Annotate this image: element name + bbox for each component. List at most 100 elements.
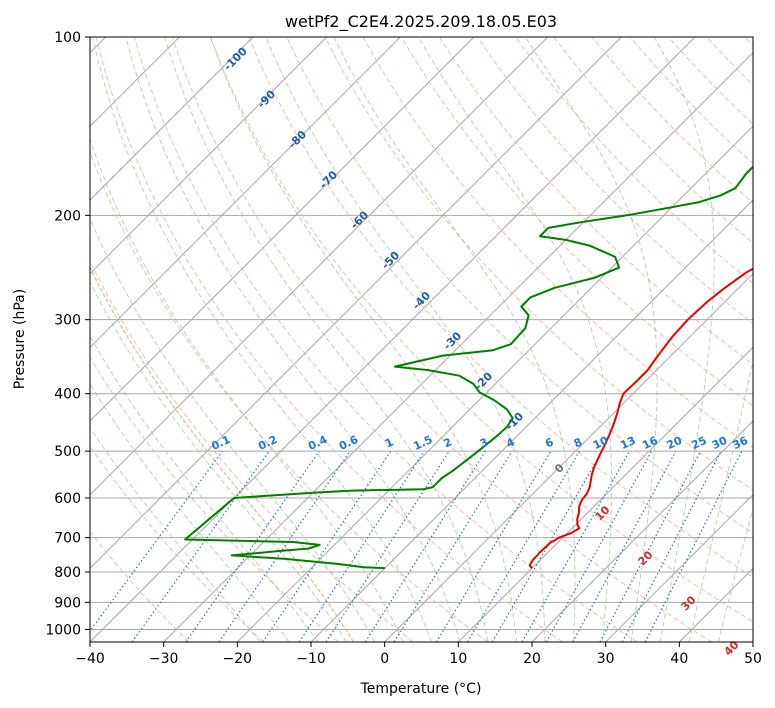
x-tick-label: 20 [523,651,541,667]
dry-adiabat-label: -50 [379,249,402,272]
isotherm-gridline [236,125,753,642]
dry-adiabat [438,37,753,366]
mixing-ratio-label: 6 [543,435,556,450]
mixing-ratio-line [90,450,223,632]
dry-adiabat [90,356,339,642]
y-tick-label: 800 [54,565,81,581]
dry-adiabat [591,37,753,204]
chart-grid [90,37,753,642]
dewpoint-profile-line [184,165,753,570]
mixing-ratio-label: 25 [689,434,708,452]
moist-adiabat [125,37,461,642]
dry-adiabat [90,531,190,642]
dry-adiabat-label: -20 [472,369,495,392]
moist-adiabat-label: 20 [636,548,656,568]
moist-adiabat [90,383,290,642]
isotherm-gridline [531,420,753,642]
isotherm-gridline [90,37,622,570]
plot-frame [89,36,754,643]
mixing-ratio-line [185,450,320,642]
dry-adiabat [90,259,414,642]
mixing-ratio-line [644,450,743,642]
mixing-ratio-line [621,450,722,642]
isotherm-gridline [678,567,753,642]
moist-adiabat [717,506,753,642]
moist-adiabat-label: 10 [593,503,613,523]
mixing-ratio-label: 30 [710,434,730,452]
y-tick-label: 600 [54,491,81,507]
mixing-ratio-label: 36 [731,434,751,452]
dry-adiabat [95,37,563,642]
y-tick-label: 100 [54,30,81,46]
moist-adiabat [418,37,613,642]
moist-adiabat [210,37,517,642]
moist-adiabat-label: 0 [552,461,567,476]
dry-adiabat [477,37,753,325]
mixing-ratio-label: 16 [640,434,660,452]
isotherm-gridline [90,37,254,201]
mixing-ratio-label: 13 [618,434,637,452]
mixing-ratio-label: 0.1 [209,433,232,453]
chart-series [184,165,753,570]
y-axis-label: Pressure (hPa) [12,289,28,389]
chart-annotations: 0.1 0.2 0.4 0.6 1 1.5 2 3 4 6 8 10 13 16 20 25 30 36-100-… [209,44,750,658]
y-tick-label: 300 [54,313,81,329]
moist-adiabat [90,280,347,642]
mixing-ratio-label: 20 [665,434,685,452]
chart-title: wetPf2_C2E4.2025.209.18.05.E03 [285,12,557,32]
mixing-ratio-label: 10 [591,434,611,452]
chart-ticks: −40 −30 −20 −10 0 10 20 30 40 5010009008007006005… [45,30,762,667]
dry-adiabat [324,37,753,491]
dry-adiabat [90,150,488,642]
moist-adiabat [90,265,355,642]
x-tick-label: 50 [744,651,762,667]
isotherm-gridline [90,37,328,275]
x-tick-label: −30 [149,651,179,667]
mixing-ratio-line [218,450,351,642]
temperature-profile-line [528,267,753,569]
x-tick-label: 40 [670,651,688,667]
x-tick-label: −20 [223,651,253,667]
moist-adiabat [90,137,404,642]
mixing-ratio-line [572,450,677,642]
y-tick-label: 900 [54,595,81,611]
mixing-ratio-line [466,450,580,642]
dry-adiabat [362,37,753,449]
moist-adiabat [524,37,658,642]
moist-adiabat [90,426,261,642]
isotherm-gridline [310,199,753,642]
x-tick-label: 0 [380,651,389,667]
dry-adiabat [133,37,638,642]
dry-adiabat-label: -30 [441,329,464,352]
x-tick-label: 30 [597,651,615,667]
mixing-ratio-line [435,450,552,642]
isotherm-gridline [457,346,753,642]
x-tick-label: −40 [75,651,105,667]
isotherm-gridline [752,641,753,642]
y-tick-label: 1000 [45,622,81,638]
isotherm-gridline [90,37,401,349]
mixing-ratio-line [393,450,513,642]
y-tick-label: 400 [54,387,81,403]
isotherm-gridline [90,37,475,422]
dry-adiabat [171,37,712,642]
mixing-ratio-label: 1 [383,435,395,450]
mixing-ratio-label: 1.5 [411,433,434,453]
mixing-ratio-line [298,450,425,642]
moist-adiabat [333,37,576,642]
dry-adiabat [744,37,753,47]
dry-adiabat-label: -40 [410,289,433,312]
dry-adiabat [248,37,753,578]
y-tick-label: 700 [54,531,81,547]
mixing-ratio-label: 0.4 [306,433,329,453]
moist-adiabat [92,37,432,642]
moist-adiabat [653,37,715,642]
dry-adiabat-label: -90 [255,87,278,110]
isotherm-gridline [605,493,753,642]
y-tick-label: 500 [54,444,81,460]
dry-adiabat [515,37,753,284]
dry-adiabat-label: -100 [221,44,250,73]
y-tick-label: 200 [54,208,81,224]
dry-adiabat [90,445,264,642]
dry-adiabat [400,37,753,407]
